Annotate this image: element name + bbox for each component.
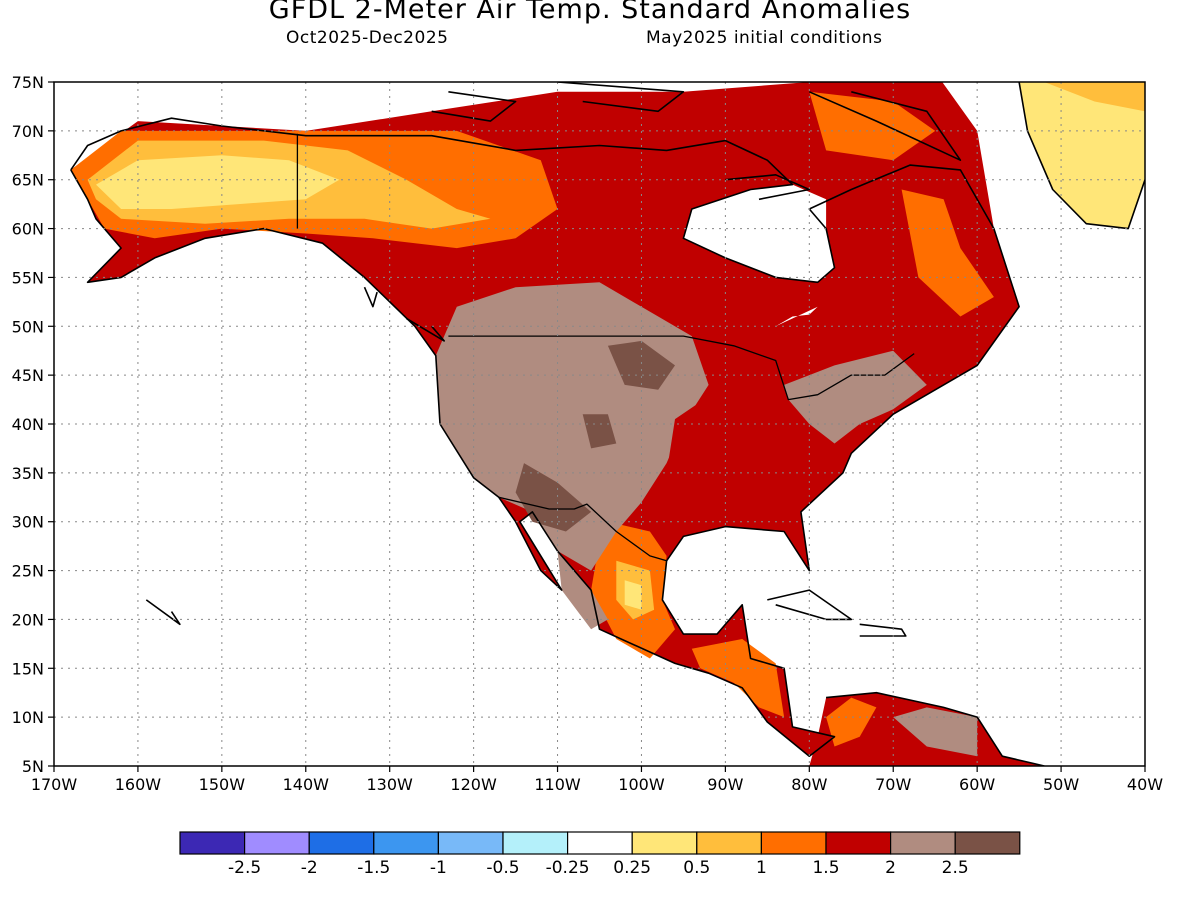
map-title: GFDL 2-Meter Air Temp. Standard Anomalie… — [268, 0, 912, 25]
colorbar-swatch — [437, 831, 504, 855]
coastline-2 — [826, 691, 1045, 766]
colorbar-label: -0.5 — [486, 858, 519, 878]
colorbar-swatch — [631, 831, 698, 855]
colorbar-swatch — [696, 831, 762, 855]
coastline-11 — [725, 174, 811, 201]
colorbar-label: -2 — [301, 858, 318, 878]
anomaly-region-12 — [901, 189, 994, 317]
lon-tick-label: 130W — [367, 775, 414, 794]
colorbar-label: -1 — [430, 858, 447, 878]
lon-tick-label: 120W — [450, 775, 497, 794]
lon-tick-label: 160W — [115, 775, 162, 794]
colorbar-swatch — [825, 831, 892, 855]
anomaly-region-6 — [96, 155, 340, 209]
coastline-1 — [1018, 82, 1145, 230]
lat-tick-label: 65N — [12, 171, 44, 190]
map-plot-area — [54, 82, 1145, 766]
anomaly-region-13 — [809, 91, 936, 161]
coastline-5 — [145, 599, 181, 626]
colorbar-swatch — [502, 831, 569, 855]
colorbar-swatch — [373, 831, 439, 855]
lon-tick-label: 110W — [534, 775, 581, 794]
colorbar: -2.5 -2 -1.5 -1 -0.5 -0.25 0.25 0.5 1 1.5 2 2.5 — [179, 831, 1021, 878]
anomaly-region-11 — [826, 697, 877, 747]
lat-lon-grid — [54, 82, 1145, 766]
lat-tick-label: 10N — [12, 708, 44, 727]
colorbar-swatch — [308, 831, 375, 855]
lat-tick-label: 5N — [22, 757, 44, 776]
coastline-4 — [859, 623, 907, 637]
lon-tick-label: 70W — [875, 775, 911, 794]
lat-tick-label: 20N — [12, 610, 44, 629]
anomaly-region-20 — [582, 414, 617, 449]
colorbar-label: 1 — [756, 858, 767, 878]
lat-tick-label: 15N — [12, 659, 44, 678]
anomaly-region-3 — [1044, 82, 1145, 112]
colorbar-label: 0.25 — [613, 858, 651, 878]
anomaly-region-23 — [775, 306, 818, 327]
colorbar-swatch — [566, 831, 633, 855]
colorbar-swatch — [244, 831, 310, 855]
lon-tick-label: 140W — [283, 775, 330, 794]
lat-tick-label: 60N — [12, 220, 44, 239]
forecast-period: Oct2025-Dec2025 — [286, 28, 449, 48]
colorbar-swatch — [179, 831, 246, 855]
colorbar-label: 2.5 — [942, 858, 969, 878]
anomaly-region-2 — [1019, 82, 1145, 229]
lat-tick-label: 50N — [12, 317, 44, 336]
anomaly-region-15 — [784, 350, 927, 444]
anomaly-region-22 — [683, 184, 835, 283]
lon-tick-label: 150W — [199, 775, 246, 794]
lat-tick-label: 30N — [12, 513, 44, 532]
anomaly-region-19 — [607, 340, 675, 390]
lon-tick-label: 80W — [791, 775, 827, 794]
lon-tick-label: 40W — [1127, 775, 1163, 794]
lon-tick-label: 100W — [618, 775, 665, 794]
anomaly-region-9 — [624, 580, 642, 610]
coastline-8 — [808, 91, 962, 161]
border-2 — [498, 496, 667, 562]
colorbar-label: -2.5 — [228, 858, 261, 878]
anomaly-shading — [70, 82, 1145, 766]
lat-tick-label: 25N — [12, 562, 44, 581]
lat-tick-label: 45N — [12, 366, 44, 385]
colorbar-swatch — [954, 831, 1021, 855]
colorbar-label: 0.5 — [683, 858, 710, 878]
colorbar-label: -1.5 — [357, 858, 390, 878]
lat-tick-label: 35N — [12, 464, 44, 483]
coastline-10 — [557, 82, 685, 113]
colorbar-swatch — [889, 831, 956, 855]
colorbar-swatch — [760, 831, 827, 855]
lon-tick-label: 170W — [31, 775, 78, 794]
colorbar-label: 2 — [885, 858, 896, 878]
lon-tick-label: 90W — [707, 775, 743, 794]
coastline-9 — [431, 91, 517, 122]
anomaly-region-17 — [893, 707, 978, 757]
lon-tick-label: 60W — [959, 775, 995, 794]
anomaly-region-10 — [691, 639, 785, 718]
lat-tick-label: 75N — [12, 73, 44, 92]
lat-tick-label: 70N — [12, 122, 44, 141]
lon-tick-label: 50W — [1043, 775, 1079, 794]
initial-conditions: May2025 initial conditions — [646, 28, 883, 48]
lat-tick-label: 55N — [12, 268, 44, 287]
colorbar-label: 1.5 — [812, 858, 839, 878]
coastline-7 — [363, 286, 378, 308]
anomaly-region-21 — [649, 384, 843, 532]
axis-ticks: 170W 160W 150W 140W 130W 120W 110W 100W 90W 80W 70… — [12, 73, 1164, 794]
lat-tick-label: 40N — [12, 415, 44, 434]
colorbar-label: -0.25 — [546, 858, 590, 878]
